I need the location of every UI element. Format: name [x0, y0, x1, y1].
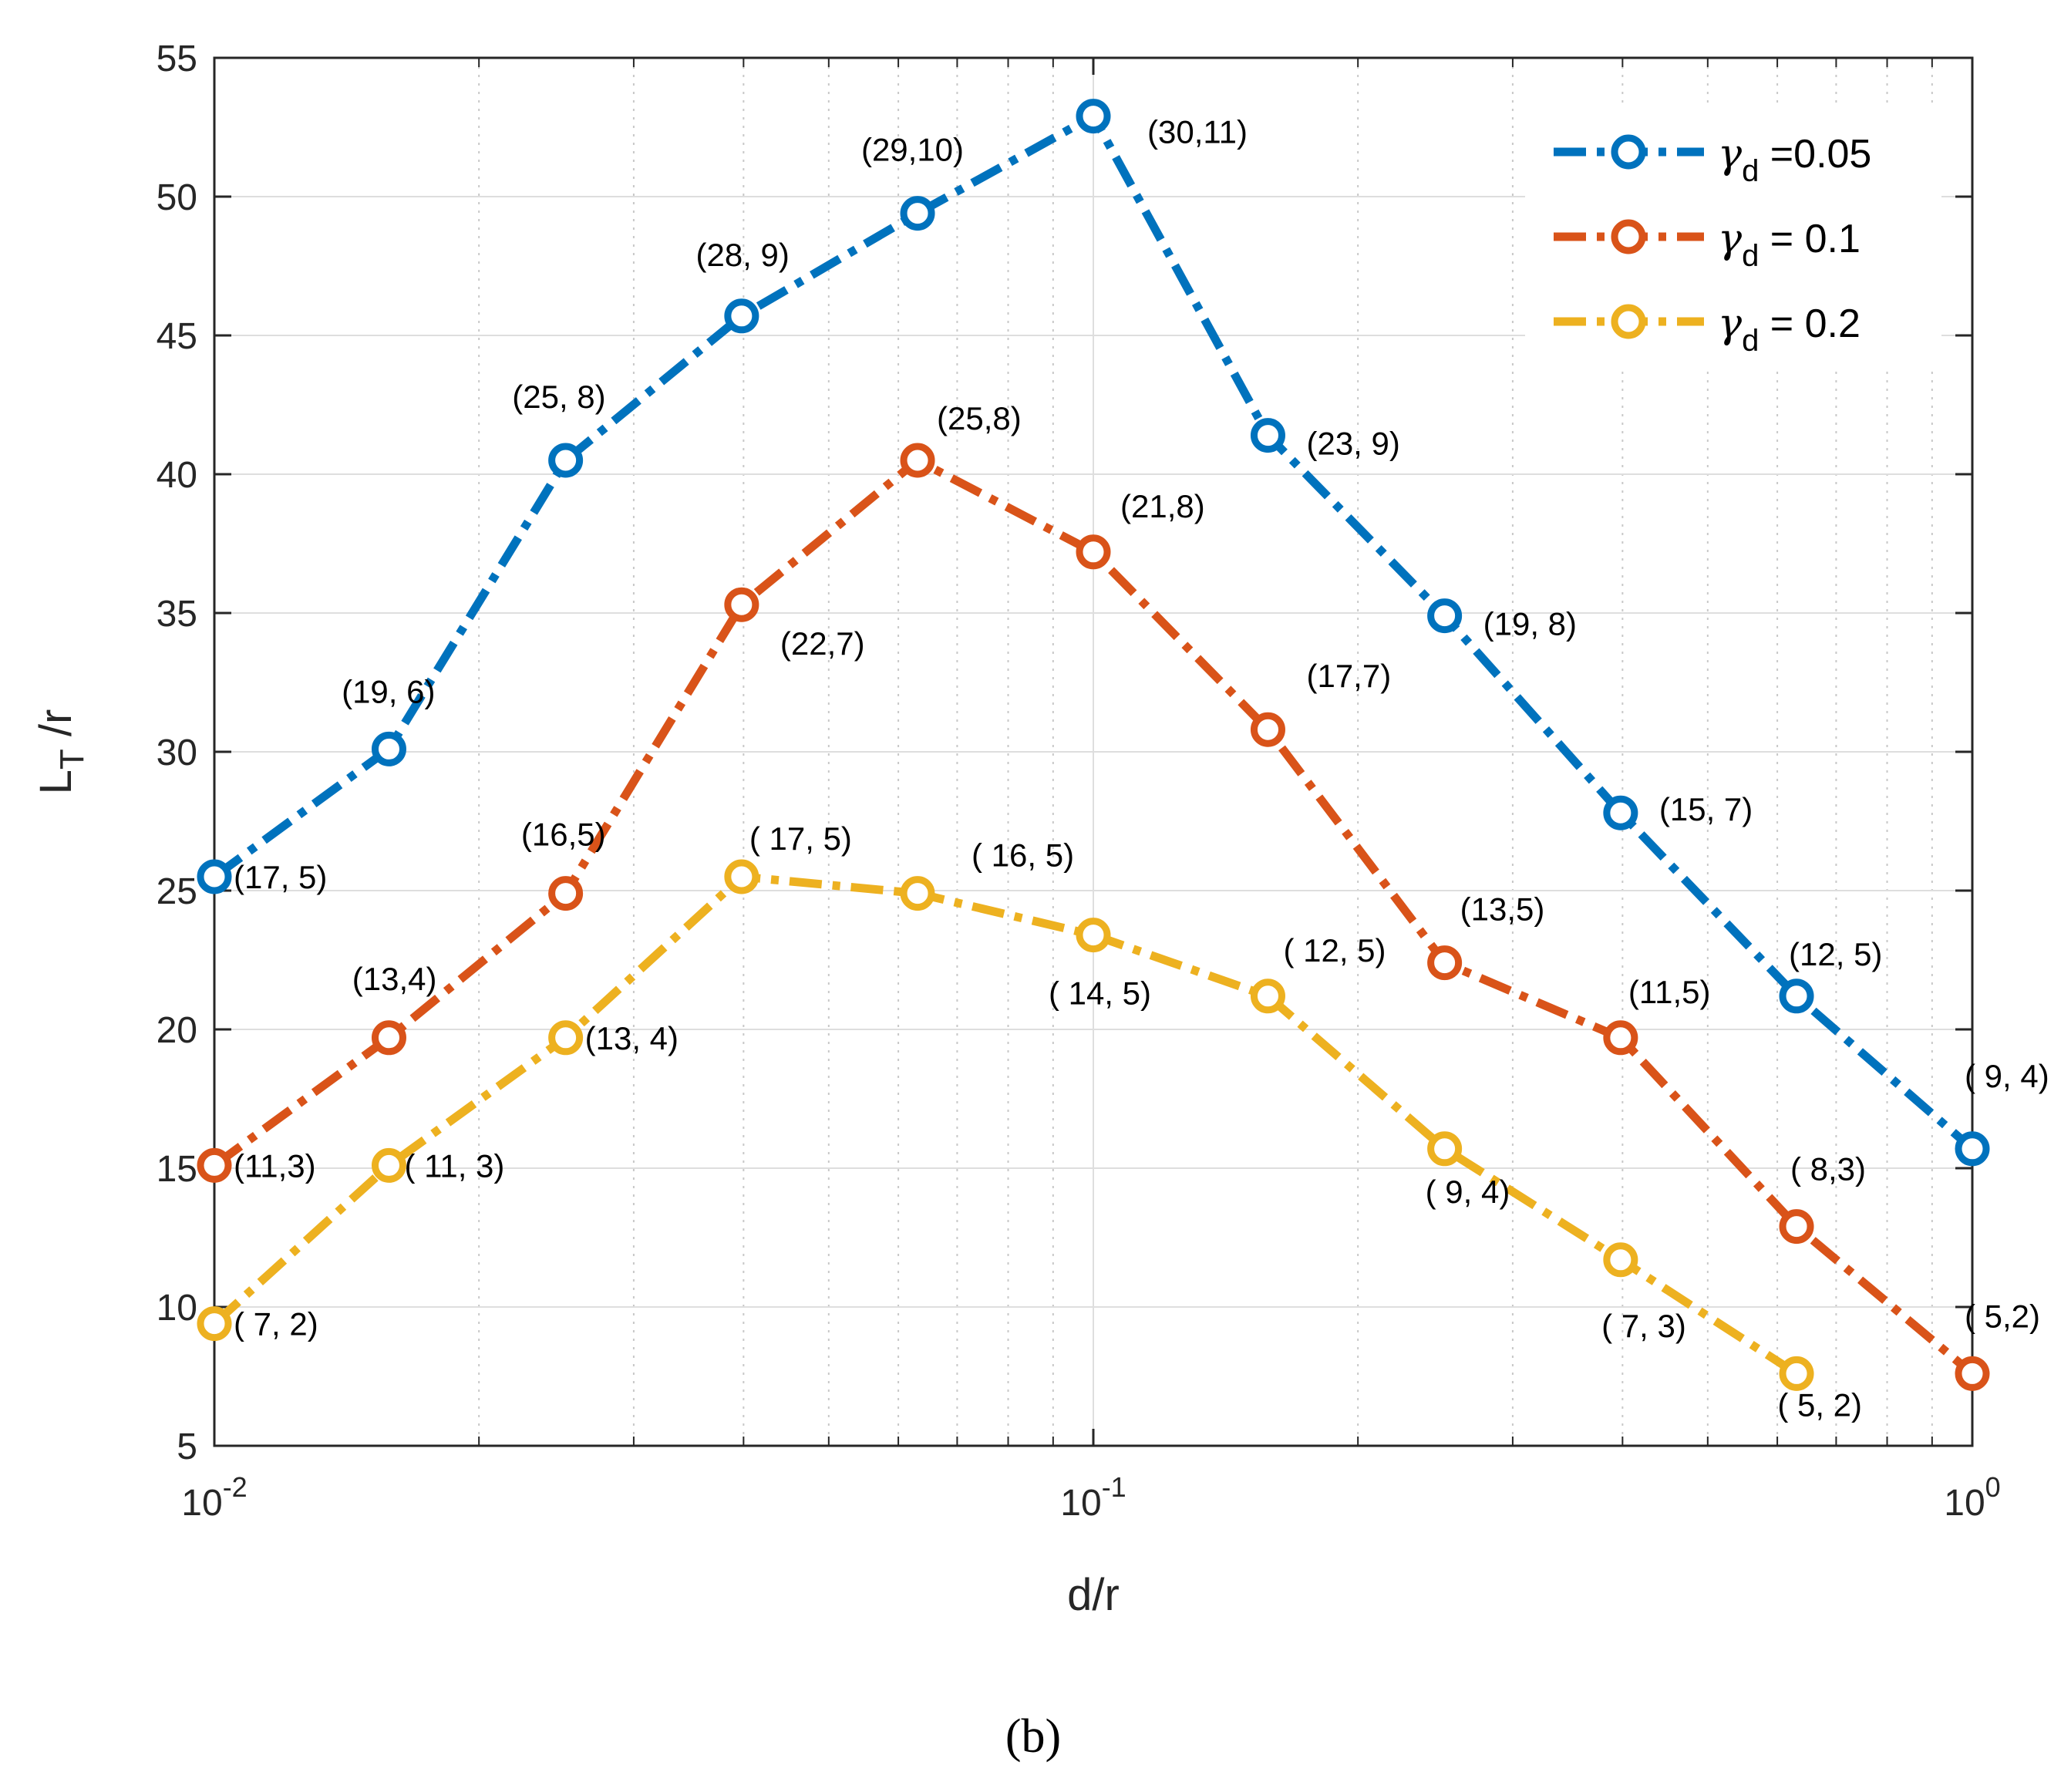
legend-box	[1525, 104, 1941, 366]
x-tick-label: 10-2	[181, 1471, 247, 1524]
data-label: (28, 9)	[695, 237, 789, 273]
figure-caption: (b)	[1005, 1710, 1061, 1763]
y-tick-label: 20	[157, 1010, 197, 1051]
y-tick-label: 25	[157, 871, 197, 912]
series-3-marker	[1779, 1356, 1814, 1391]
legend-marker-3	[1611, 304, 1646, 339]
data-label: ( 9, 4)	[1426, 1174, 1510, 1210]
series-group	[197, 99, 1990, 1391]
legend-marker-2	[1611, 219, 1646, 254]
series-2-marker	[1250, 712, 1285, 747]
y-tick-label: 35	[157, 594, 197, 635]
data-label: (17, 5)	[234, 859, 327, 895]
y-axis-ticks: 5 10 15 20 25 30 35 40 45 50 55	[157, 39, 1972, 1467]
legend-label-1: γd =0.05	[1718, 131, 1871, 188]
series-2-marker	[900, 443, 935, 478]
y-axis-label-suffix: /r	[31, 709, 81, 749]
data-label: (22,7)	[780, 625, 865, 662]
series-2-marker	[371, 1020, 406, 1056]
series-1-marker	[371, 731, 406, 766]
y-tick-label: 45	[157, 316, 197, 357]
series-3-marker	[548, 1020, 584, 1056]
legend-marker-1	[1611, 134, 1646, 170]
y-axis-label: LT /r	[31, 709, 91, 795]
data-label: (29,10)	[861, 132, 964, 168]
legend-label-2: γd = 0.1	[1718, 216, 1861, 273]
x-axis-label: d/r	[1067, 1570, 1120, 1620]
data-label: ( 8,3)	[1790, 1151, 1866, 1187]
data-label: (19, 6)	[342, 673, 435, 709]
data-label: (11,3)	[234, 1147, 316, 1184]
y-tick-label: 30	[157, 733, 197, 773]
data-label: ( 7, 2)	[234, 1306, 318, 1342]
data-label: ( 14, 5)	[1049, 975, 1151, 1012]
data-label: (23, 9)	[1306, 426, 1399, 462]
series-3-marker	[1076, 918, 1111, 953]
series-1-marker	[1779, 979, 1814, 1014]
data-label: (13, 4)	[585, 1020, 679, 1056]
data-label: (15, 7)	[1659, 791, 1753, 827]
data-label: (19, 8)	[1483, 606, 1577, 642]
y-axis-label-sub: T	[53, 749, 91, 770]
data-label: (30,11)	[1147, 114, 1248, 150]
y-tick-label: 15	[157, 1149, 197, 1190]
series-1-marker	[197, 859, 232, 894]
series-3-marker	[900, 876, 935, 911]
data-label: ( 9, 4)	[1965, 1058, 2049, 1094]
series-2-marker	[724, 587, 759, 622]
x-axis-ticks: 10-2 10-1 100	[181, 58, 2001, 1524]
legend-label-3: γd = 0.2	[1718, 301, 1861, 358]
series-2-marker	[1427, 945, 1463, 981]
data-label: ( 17, 5)	[749, 820, 852, 857]
data-label: (25,8)	[937, 400, 1022, 436]
data-label: (21,8)	[1120, 488, 1205, 524]
legend: γd =0.05 γd = 0.1 γd = 0.2	[1525, 104, 1941, 366]
y-axis-label-group: LT /r	[31, 709, 91, 795]
series-3-marker	[724, 859, 759, 894]
series-1-marker	[900, 196, 935, 231]
series-2-marker	[197, 1147, 232, 1183]
data-label: (12, 5)	[1789, 936, 1882, 972]
series-3-marker	[197, 1306, 232, 1342]
x-tick-label: 10-1	[1060, 1471, 1126, 1524]
series-1-marker	[1603, 795, 1638, 830]
data-label: (11,5)	[1628, 974, 1711, 1010]
series-3-marker	[1250, 979, 1285, 1014]
series-1-marker	[1955, 1131, 1990, 1167]
point-labels: (17, 5) (19, 6) (25, 8) (28, 9) (29,10) (30,1…	[234, 114, 2049, 1423]
data-label: ( 5, 2)	[1777, 1386, 1862, 1423]
series-2-marker	[548, 876, 584, 911]
y-tick-label: 40	[157, 455, 197, 496]
series-line-3	[211, 872, 1800, 1378]
y-tick-label: 50	[157, 177, 197, 218]
series-3-marker	[1603, 1242, 1638, 1278]
series-1-marker	[1076, 99, 1111, 134]
series-3-marker	[1427, 1131, 1463, 1167]
data-label: ( 11, 3)	[404, 1147, 504, 1184]
x-tick-label: 100	[1944, 1471, 2000, 1524]
data-label: (25, 8)	[512, 379, 605, 415]
data-label: (13,5)	[1460, 891, 1545, 928]
series-1-marker	[1427, 598, 1463, 634]
series-2-marker	[1076, 534, 1111, 570]
data-label: ( 7, 3)	[1601, 1308, 1686, 1344]
y-axis-label-main: L	[31, 770, 81, 794]
series-1-marker	[1250, 418, 1285, 453]
series-1-marker	[548, 443, 584, 478]
data-label: ( 5,2)	[1965, 1298, 2040, 1334]
series-2-marker	[1779, 1209, 1814, 1245]
y-tick-label: 10	[157, 1288, 197, 1329]
data-label: (17,7)	[1306, 658, 1391, 694]
data-label: (13,4)	[352, 961, 437, 997]
y-tick-label: 5	[177, 1427, 197, 1467]
data-label: (16,5)	[521, 817, 606, 853]
series-3-marker	[371, 1147, 406, 1183]
series-2-marker	[1603, 1020, 1638, 1056]
series-1-marker	[724, 298, 759, 334]
data-label: ( 12, 5)	[1283, 932, 1386, 968]
series-2-marker	[1955, 1356, 1990, 1391]
data-label: ( 16, 5)	[972, 837, 1074, 874]
y-tick-label: 55	[157, 39, 197, 79]
